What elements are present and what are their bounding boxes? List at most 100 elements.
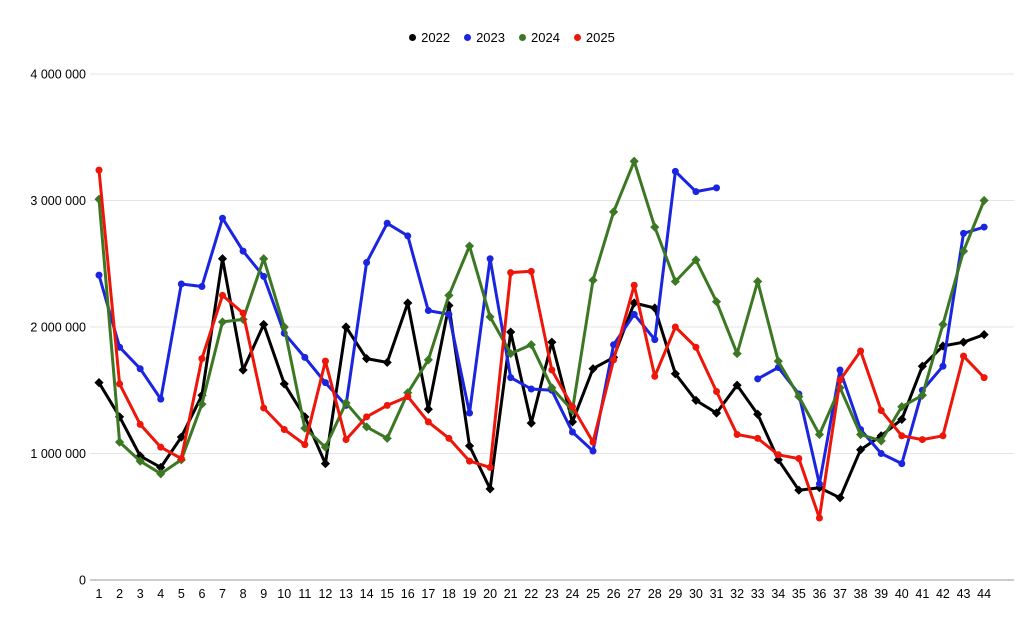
data-point-2025 [116,380,124,388]
legend-label: 2024 [531,30,560,45]
data-point-2022 [732,380,742,390]
x-tick-label: 38 [854,587,868,601]
data-point-2025 [548,366,556,374]
x-tick-label: 33 [751,587,765,601]
data-point-2022 [156,462,166,473]
legend-label: 2023 [476,30,505,45]
y-tick-label: 2 000 000 [30,321,86,335]
data-point-2024 [897,402,907,412]
x-tick-label: 12 [318,587,332,601]
data-point-2024 [732,348,742,359]
data-point-2023 [301,353,309,361]
data-point-2024 [753,276,763,287]
data-point-2025 [630,281,638,289]
data-point-2023 [239,247,247,255]
data-point-2024 [114,437,125,447]
x-tick-label: 25 [586,587,600,601]
data-point-2025 [671,323,679,331]
x-tick-label: 14 [360,587,374,601]
x-tick-label: 9 [260,587,267,601]
data-point-2023 [527,385,535,393]
x-tick-label: 1 [96,587,103,601]
data-point-2023 [116,343,124,351]
data-point-2024 [444,290,454,300]
data-point-2022 [259,319,269,330]
series-2022 [94,254,989,503]
data-point-2022 [794,485,804,495]
data-point-2025 [466,457,474,465]
x-tick-label: 11 [298,587,311,601]
data-point-2025 [918,436,926,444]
data-point-2023 [363,258,371,266]
data-point-2025 [486,463,494,471]
series-line-2023 [756,225,986,486]
data-point-2025 [960,352,968,360]
data-point-2023 [713,184,721,192]
legend-item-2023: 2023 [464,30,505,45]
data-point-2022 [711,408,722,418]
data-point-2022 [279,379,289,389]
data-point-2022 [238,365,248,375]
data-point-2025 [898,432,906,440]
data-point-2024 [279,322,289,332]
data-point-2024 [526,340,536,350]
data-point-2025 [239,309,247,317]
series-line-2022 [97,257,986,500]
x-tick-label: 20 [483,587,497,601]
legend-dot-2023 [464,34,472,41]
data-point-2022 [773,455,783,465]
x-tick-label: 2 [116,587,123,601]
x-tick-label: 10 [277,587,291,601]
data-point-2025 [733,431,741,439]
data-point-2022 [135,451,145,461]
data-point-2022 [423,404,433,414]
data-point-2024 [382,433,392,443]
data-point-2024 [156,469,166,479]
data-point-2022 [835,493,845,503]
data-point-2023 [404,232,412,240]
x-tick-label: 41 [915,587,929,601]
y-axis-labels: 0 1 000 000 2 000 000 3 000 000 4 000 000 [30,68,86,588]
x-tick-label: 18 [442,587,456,601]
data-point-2022 [629,298,639,308]
legend-item-2024: 2024 [519,30,560,45]
y-tick-label: 3 000 000 [30,194,86,208]
legend-dot-2024 [519,34,526,41]
data-point-2025 [795,455,803,463]
y-tick-label: 0 [79,574,86,588]
data-point-2022 [320,459,331,469]
data-point-2023 [651,336,659,344]
x-tick-label: 36 [812,587,826,601]
x-tick-label: 4 [157,587,164,601]
data-point-2024 [320,442,331,452]
data-point-2024 [135,456,145,466]
legend-label: 2022 [421,30,451,45]
data-point-2022 [897,414,907,424]
legend-dot-2022 [409,34,417,41]
legend: 2022 2023 2024 2025 [0,30,1024,45]
data-point-2024 [361,422,372,432]
data-point-2023 [939,362,947,370]
x-tick-label: 30 [689,587,703,601]
x-tick-label: 21 [504,587,518,601]
data-point-2022 [361,354,372,364]
x-tick-label: 42 [936,587,950,601]
data-point-2025 [198,355,206,363]
data-point-2023 [466,409,474,417]
x-tick-label: 43 [957,587,971,601]
x-tick-label: 13 [339,587,353,601]
y-tick-label: 4 000 000 [30,68,86,82]
data-point-2025 [857,347,865,355]
data-point-2024 [794,391,804,402]
data-point-2025 [610,356,618,364]
data-point-2025 [157,443,165,451]
data-point-2023 [157,395,165,403]
data-point-2024 [588,275,598,285]
x-tick-label: 26 [607,587,621,601]
data-point-2024 [814,429,825,440]
data-point-2022 [588,364,598,374]
data-point-2025 [651,372,659,380]
legend-label: 2025 [585,30,615,45]
data-point-2023 [198,283,206,291]
